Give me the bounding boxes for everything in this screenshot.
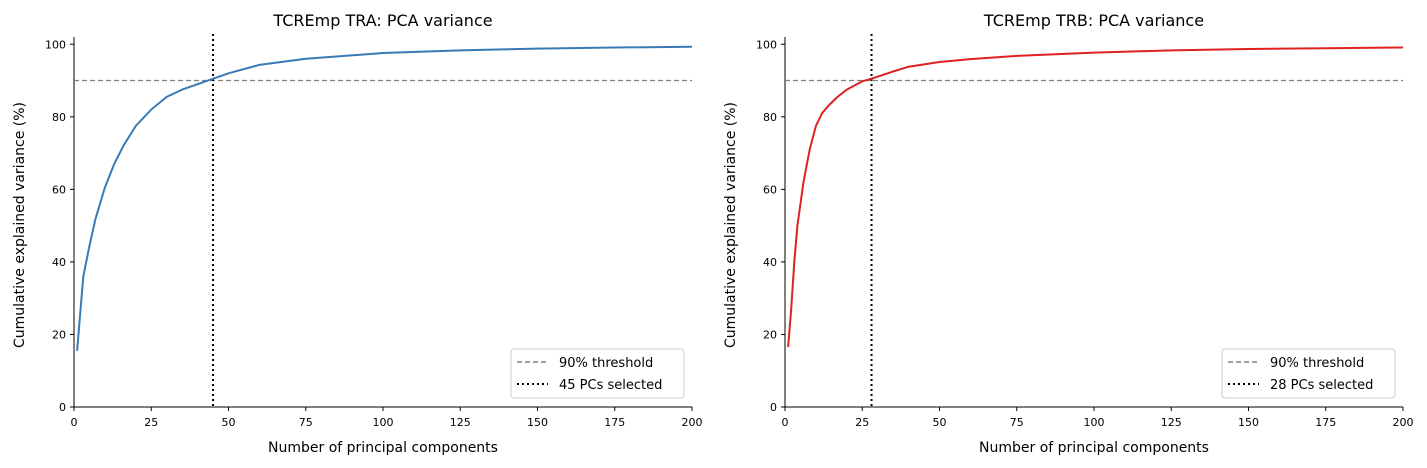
y-tick-label: 40 xyxy=(763,256,777,269)
legend-box xyxy=(1221,348,1396,399)
x-tick-label: 125 xyxy=(1161,416,1182,429)
x-tick-label: 175 xyxy=(1315,416,1336,429)
legend-threshold-label: 90% threshold xyxy=(1270,356,1364,371)
x-tick-label: 200 xyxy=(682,416,703,429)
x-tick-label: 75 xyxy=(1010,416,1024,429)
variance-series-line xyxy=(76,45,693,351)
x-tick-label: 200 xyxy=(1393,416,1414,429)
x-tick-label: 125 xyxy=(450,416,471,429)
x-tick-label: 50 xyxy=(222,416,236,429)
x-tick-label: 175 xyxy=(604,416,625,429)
plot-area: 0 25 50 75 100 125 150 175 200 0 20 40 60 80 100 xyxy=(756,34,1414,429)
x-tick-label: 25 xyxy=(855,416,869,429)
y-tick-label: 100 xyxy=(756,38,777,51)
chart-title: TCREmp TRB: PCA variance xyxy=(983,11,1204,30)
legend-box xyxy=(510,348,685,399)
y-axis-label: Cumulative explained variance (%) xyxy=(723,102,739,348)
x-tick-label: 100 xyxy=(373,416,394,429)
legend: 90% threshold 45 PCs selected xyxy=(510,348,685,399)
x-axis-label: Number of principal components xyxy=(979,440,1209,456)
y-tick-label: 40 xyxy=(52,256,66,269)
y-tick-label: 20 xyxy=(763,328,777,341)
chart-panel-trb: TCREmp TRB: PCA variance Number of princ… xyxy=(723,11,1414,456)
x-tick-label: 75 xyxy=(299,416,313,429)
y-tick-label: 80 xyxy=(52,111,66,124)
x-tick-label: 50 xyxy=(933,416,947,429)
y-tick-label: 0 xyxy=(59,401,66,414)
x-tick-label: 150 xyxy=(527,416,548,429)
x-tick-label: 100 xyxy=(1084,416,1105,429)
legend-selected-label: 28 PCs selected xyxy=(1270,378,1373,393)
legend: 90% threshold 28 PCs selected xyxy=(1221,348,1396,399)
legend-selected-label: 45 PCs selected xyxy=(559,378,662,393)
legend-threshold-label: 90% threshold xyxy=(559,356,653,371)
y-tick-label: 60 xyxy=(763,183,777,196)
x-tick-label: 25 xyxy=(144,416,158,429)
y-tick-label: 80 xyxy=(763,111,777,124)
x-tick-label: 150 xyxy=(1238,416,1259,429)
x-tick-label: 0 xyxy=(71,416,78,429)
x-axis-label: Number of principal components xyxy=(268,440,498,456)
y-axis-label: Cumulative explained variance (%) xyxy=(12,102,28,348)
y-tick-label: 60 xyxy=(52,183,66,196)
chart-panel-tra: TCREmp TRA: PCA variance Number of princ… xyxy=(12,11,703,456)
y-tick-label: 100 xyxy=(45,38,66,51)
plot-area: 0 25 50 75 100 125 150 175 200 0 20 40 60 80 100 xyxy=(45,34,703,429)
x-tick-label: 0 xyxy=(782,416,789,429)
y-tick-label: 0 xyxy=(770,401,777,414)
chart-title: TCREmp TRA: PCA variance xyxy=(272,11,492,30)
variance-series-line xyxy=(787,46,1404,348)
y-tick-label: 20 xyxy=(52,328,66,341)
